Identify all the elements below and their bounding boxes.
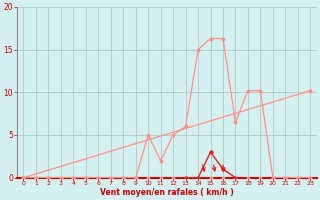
X-axis label: Vent moyen/en rafales ( km/h ): Vent moyen/en rafales ( km/h ) xyxy=(100,188,234,197)
